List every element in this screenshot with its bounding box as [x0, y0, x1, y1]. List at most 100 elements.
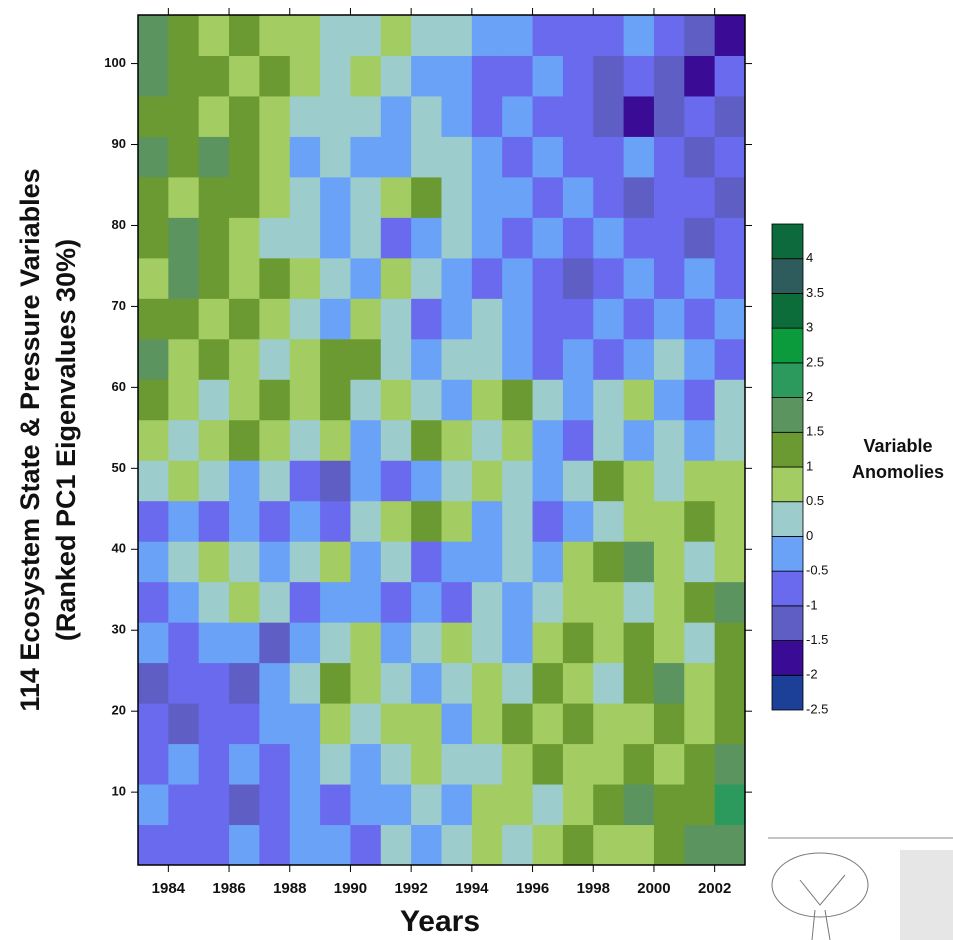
cell: [350, 95, 382, 137]
cell: [623, 622, 655, 664]
cell: [684, 176, 716, 218]
cell: [411, 500, 442, 542]
cell: [380, 176, 412, 218]
cell: [502, 662, 534, 704]
cell: [623, 460, 655, 502]
cell: [593, 217, 625, 259]
cell: [471, 581, 503, 623]
x-tick-label: 1988: [273, 880, 306, 897]
cell: [350, 298, 382, 340]
cell: [289, 824, 321, 866]
colorbar-label: 2.5: [806, 354, 824, 369]
cell: [714, 257, 746, 299]
cell: [168, 95, 200, 137]
cell: [380, 379, 412, 421]
cell: [168, 338, 200, 380]
cell: [532, 622, 564, 664]
cell: [532, 15, 564, 56]
cell: [259, 419, 291, 461]
cell: [623, 338, 655, 380]
colorbar-label: 1.5: [806, 424, 824, 439]
cell: [138, 55, 169, 97]
colorbar-box: [771, 223, 804, 260]
cell: [441, 824, 473, 866]
cell: [229, 662, 260, 704]
cell: [198, 541, 230, 583]
cell: [320, 622, 351, 664]
x-tick-label: 1984: [152, 880, 186, 897]
cell: [138, 136, 169, 178]
cell: [198, 257, 230, 299]
cell: [684, 379, 716, 421]
cell: [502, 460, 534, 502]
cell: [289, 541, 321, 583]
cell: [441, 176, 473, 218]
cell: [411, 419, 442, 461]
colorbar-title: Variable: [863, 436, 932, 456]
cell: [229, 338, 260, 380]
cell: [411, 622, 442, 664]
cell: [623, 500, 655, 542]
cell: [411, 176, 442, 218]
cell: [229, 379, 260, 421]
cell: [714, 784, 746, 826]
colorbar-box: [771, 501, 804, 537]
cell: [320, 379, 351, 421]
cell: [229, 460, 260, 502]
cell: [259, 460, 291, 502]
y-axis-label: 114 Ecosystem State & Pressure Variables: [15, 168, 45, 711]
cell: [593, 784, 625, 826]
cell: [441, 15, 473, 56]
cell: [471, 743, 503, 785]
cell: [441, 136, 473, 178]
cell: [411, 581, 442, 623]
cell: [198, 622, 230, 664]
cell: [471, 379, 503, 421]
cell: [562, 824, 594, 866]
cell: [653, 176, 685, 218]
cell: [380, 622, 412, 664]
cell: [320, 581, 351, 623]
cell: [471, 662, 503, 704]
cell: [229, 581, 260, 623]
cell: [593, 460, 625, 502]
cell: [380, 136, 412, 178]
cell: [562, 15, 594, 56]
cell: [168, 824, 200, 866]
cell: [380, 703, 412, 745]
cell: [198, 136, 230, 178]
cell: [532, 703, 564, 745]
cell: [411, 15, 442, 56]
cell: [138, 743, 169, 785]
cell: [623, 743, 655, 785]
cell: [289, 703, 321, 745]
cell: [138, 622, 169, 664]
cell: [289, 581, 321, 623]
y-tick-label: 10: [112, 784, 126, 799]
cell: [441, 784, 473, 826]
cell: [259, 379, 291, 421]
colorbar-box: [771, 536, 804, 572]
cell: [471, 257, 503, 299]
cell: [562, 662, 594, 704]
cell: [289, 379, 321, 421]
cell: [562, 460, 594, 502]
cell: [471, 784, 503, 826]
cell: [502, 95, 534, 137]
cell: [623, 662, 655, 704]
cell: [684, 541, 716, 583]
cell: [380, 460, 412, 502]
cell: [502, 257, 534, 299]
cell: [380, 784, 412, 826]
colorbar-box: [771, 431, 804, 468]
cell: [350, 176, 382, 218]
colorbar-title: Anomolies: [852, 462, 944, 482]
colorbar-label: -1.5: [806, 632, 828, 647]
cell: [320, 338, 351, 380]
cell: [593, 379, 625, 421]
cell: [441, 703, 473, 745]
cell: [411, 298, 442, 340]
cell: [229, 541, 260, 583]
cell: [138, 581, 169, 623]
cell: [714, 622, 746, 664]
